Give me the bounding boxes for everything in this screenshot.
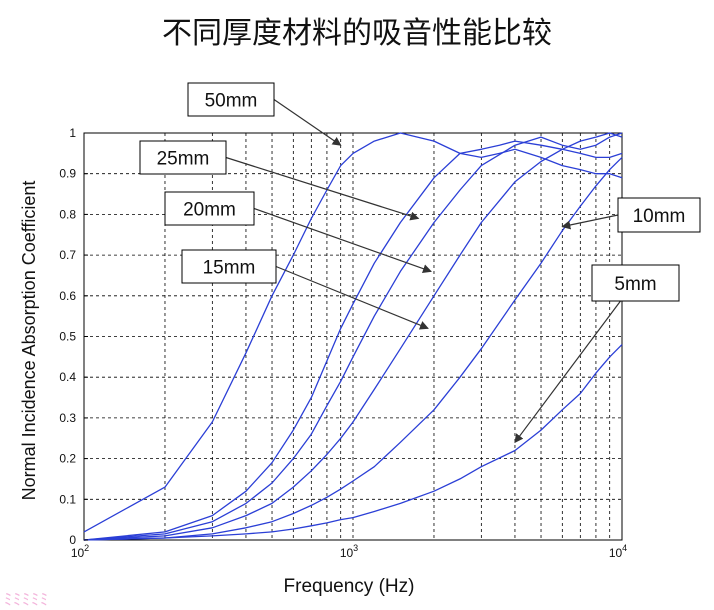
annotation-box (591, 264, 680, 302)
y-tick-label: 1 (69, 126, 76, 140)
chart-title: 不同厚度材料的吸音性能比较 (162, 16, 552, 51)
series-line-10mm (83, 156, 623, 541)
x-tick-labels: 102 103 104 (71, 543, 627, 560)
y-tick-label: 0.4 (59, 370, 76, 384)
series-line-20mm (83, 132, 623, 541)
y-tick-labels: 0 0.1 0.2 0.3 0.4 0.5 0.6 0.7 0.8 0.9 1 (59, 126, 88, 547)
annotation-box (181, 249, 277, 284)
y-tick-label: 0.2 (59, 452, 76, 466)
y-tick-label: 0.7 (59, 248, 76, 262)
annotation-label: 25mm (157, 149, 210, 170)
annotation-label: 15mm (203, 258, 256, 279)
x-tick-label: 102 (71, 543, 89, 560)
annotation-arrow (253, 207, 432, 273)
watermark: ﾐﾐﾐﾐﾐ (4, 592, 50, 609)
y-tick-label: 0.6 (59, 289, 76, 303)
annotations: 50mm 25mm 20mm 15mm 10mm 5mm (139, 82, 701, 444)
y-tick-label: 0 (69, 533, 76, 547)
series-line-5mm (83, 344, 623, 541)
y-tick-label: 0.5 (59, 330, 76, 344)
series-lines (83, 132, 623, 541)
annotation-arrow (561, 214, 619, 230)
annotation-label: 50mm (205, 91, 258, 112)
annotation-box (139, 140, 227, 175)
x-tick-label: 104 (609, 543, 627, 560)
annotation-arrow (275, 265, 429, 330)
x-tick-label: 103 (340, 543, 358, 560)
annotation-box (164, 191, 255, 226)
annotation-label: 5mm (614, 274, 656, 295)
annotation-label: 10mm (633, 206, 686, 227)
y-tick-label: 0.8 (59, 207, 76, 221)
series-line-25mm (83, 140, 623, 541)
x-axis-label: Frequency (Hz) (284, 576, 415, 597)
y-tick-label: 0.9 (59, 167, 76, 181)
annotation-box (187, 82, 275, 117)
series-line-15mm (83, 132, 623, 541)
y-tick-label: 0.3 (59, 411, 76, 425)
annotation-arrow (225, 156, 420, 221)
series-line-50mm (83, 132, 623, 533)
annotation-label: 20mm (183, 200, 236, 221)
annotation-arrow (514, 300, 621, 444)
y-axis-label: Normal Incidence Absorption Coefficient (19, 181, 39, 501)
annotation-box (617, 197, 701, 233)
y-tick-label: 0.1 (59, 492, 76, 506)
annotation-arrow (273, 99, 342, 146)
